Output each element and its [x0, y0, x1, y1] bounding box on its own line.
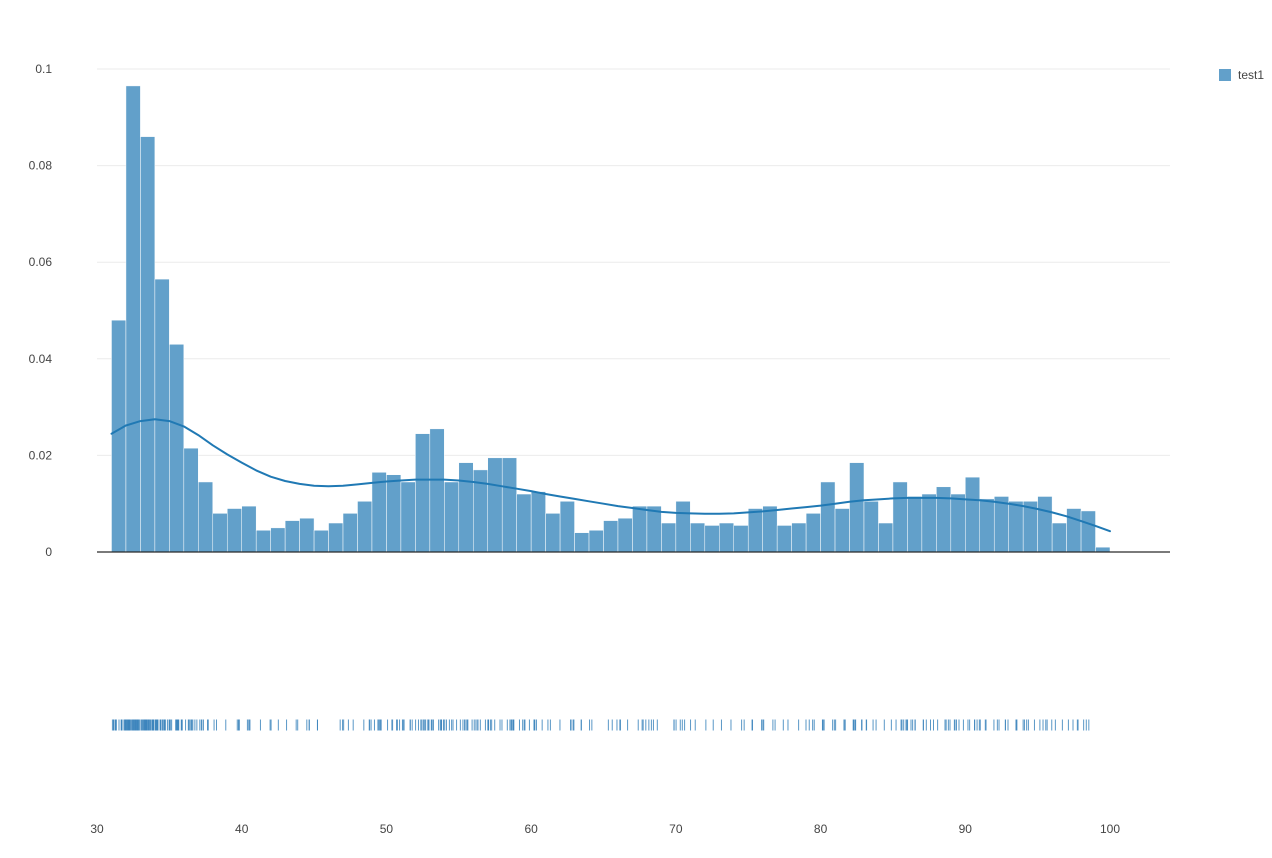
histogram-bar	[675, 501, 691, 553]
histogram-bar	[646, 505, 662, 553]
histogram-bar	[559, 501, 575, 553]
histogram-bar	[255, 530, 271, 553]
histogram-bar	[733, 525, 749, 553]
histogram-bar	[458, 462, 474, 553]
histogram-bar	[1080, 510, 1096, 553]
histogram-bar	[747, 508, 763, 553]
x-tick-label: 70	[669, 822, 683, 836]
histogram-bar	[791, 522, 807, 553]
histogram-bar	[661, 522, 677, 553]
histogram-bar	[849, 462, 865, 553]
histogram-bar	[299, 517, 315, 553]
legend-swatch	[1218, 69, 1231, 81]
histogram-bar	[993, 496, 1009, 553]
histogram-bar	[342, 513, 358, 553]
histogram-bar	[632, 505, 648, 553]
histogram-bar	[198, 481, 214, 553]
histogram-bar	[284, 520, 300, 553]
histogram-bar	[386, 474, 402, 553]
histogram-bar	[270, 527, 286, 553]
y-tick-label: 0.02	[29, 448, 53, 462]
histogram-bar	[762, 505, 778, 553]
y-tick-label: 0	[45, 545, 52, 559]
histogram-bar	[588, 530, 604, 553]
histogram-bars	[111, 85, 1111, 553]
histogram-bar	[357, 501, 373, 553]
x-tick-label: 100	[1100, 822, 1120, 836]
histogram-bar	[111, 319, 127, 553]
histogram-bar	[1095, 546, 1111, 553]
histogram-bar	[690, 522, 706, 553]
histogram-bar	[226, 508, 242, 553]
histogram-bar	[328, 522, 344, 553]
histogram-bar	[878, 522, 894, 553]
y-tick-label: 0.1	[35, 62, 52, 76]
histogram-bar	[487, 457, 503, 553]
histogram-bar	[921, 493, 937, 553]
histogram-bar	[704, 525, 720, 553]
y-axis-labels: 0 0.02 0.04 0.06 0.08 0.1	[29, 62, 53, 559]
histogram-bar	[545, 513, 561, 553]
histogram-bar	[907, 496, 923, 553]
histogram-bar	[603, 520, 619, 553]
x-tick-label: 40	[235, 822, 249, 836]
x-tick-label: 90	[959, 822, 973, 836]
histogram-bar	[950, 493, 966, 553]
histogram-bar	[371, 472, 387, 553]
histogram-bar	[1066, 508, 1082, 553]
y-tick-label: 0.04	[29, 352, 53, 366]
histogram-bar	[834, 508, 850, 553]
histogram-bar	[617, 517, 633, 553]
histogram-bar	[1008, 501, 1024, 553]
histogram-bar	[574, 532, 590, 553]
x-tick-label: 30	[90, 822, 104, 836]
histogram-bar	[776, 525, 792, 553]
histogram-bar	[140, 136, 156, 553]
histogram-bar	[313, 530, 329, 553]
rug-marks	[111, 719, 1090, 731]
histogram-bar	[719, 522, 734, 553]
histogram-bar	[805, 513, 821, 553]
histogram-bar	[415, 433, 431, 553]
histogram-bar	[516, 493, 532, 553]
y-tick-label: 0.08	[29, 159, 53, 173]
histogram-bar	[444, 481, 460, 553]
histogram-bar	[979, 498, 995, 553]
histogram-bar	[892, 481, 908, 553]
histogram-bar	[429, 428, 445, 553]
histogram-bar	[212, 513, 228, 553]
histogram-bar	[501, 457, 517, 553]
histogram-bar	[965, 476, 981, 553]
histogram-bar	[400, 481, 416, 553]
histogram-bar	[936, 486, 952, 553]
histogram-bar	[1051, 522, 1067, 553]
y-tick-label: 0.06	[29, 255, 53, 269]
legend-label: test1	[1237, 68, 1264, 82]
x-tick-label: 60	[524, 822, 538, 836]
x-tick-label: 80	[814, 822, 828, 836]
histogram-bar	[820, 481, 836, 553]
x-axis-labels: 30 40 50 60 70 80 90 100	[90, 822, 1120, 836]
kde-curve	[110, 418, 1111, 533]
x-tick-label: 50	[380, 822, 394, 836]
histogram-bar	[1037, 496, 1053, 553]
histogram-bar	[154, 278, 170, 553]
histogram-bar	[863, 501, 879, 553]
histogram-bar	[183, 447, 199, 553]
legend-item-test1[interactable]: test1	[1218, 68, 1264, 82]
gridlines	[97, 68, 1170, 456]
histogram-bar	[169, 344, 185, 553]
histogram-bar	[530, 491, 546, 553]
histogram-bar	[241, 505, 257, 553]
histogram-bar	[125, 85, 141, 553]
